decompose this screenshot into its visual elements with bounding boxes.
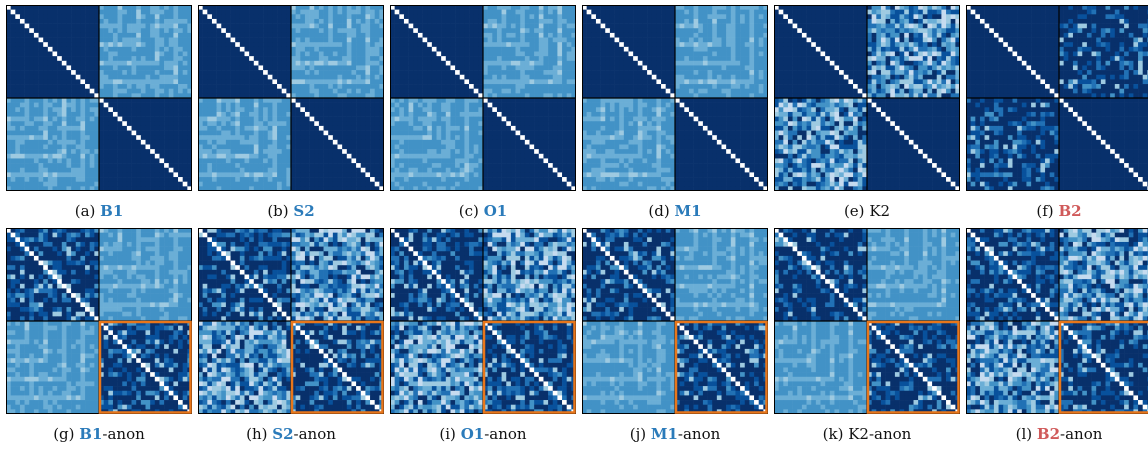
similarity-matrix <box>198 5 384 191</box>
panel-caption: (i) O1-anon <box>390 425 576 443</box>
caption-tag: S2 <box>293 202 315 220</box>
matrix-panel <box>390 5 576 191</box>
matrix-panel <box>582 228 768 414</box>
caption-letter: (i) <box>439 425 456 443</box>
matrix-panel <box>390 228 576 414</box>
caption-suffix: -anon <box>293 425 336 443</box>
highlight-box <box>866 320 960 414</box>
caption-tag: B2 <box>1036 425 1061 443</box>
similarity-matrix <box>966 5 1148 191</box>
panel-caption: (a) B1 <box>6 202 192 220</box>
panel-caption: (k) K2-anon <box>774 425 960 443</box>
similarity-matrix <box>6 228 192 414</box>
caption-letter: (g) <box>53 425 75 443</box>
matrix-panel <box>966 5 1148 191</box>
matrix-panel <box>198 5 384 191</box>
panel-caption: (e) K2 <box>774 202 960 220</box>
caption-suffix: -anon <box>1060 425 1103 443</box>
caption-letter: (d) <box>648 202 670 220</box>
matrix-panel <box>582 5 768 191</box>
similarity-matrix <box>390 228 576 414</box>
caption-letter: (f) <box>1036 202 1054 220</box>
caption-letter: (e) <box>843 202 865 220</box>
panel-caption: (c) O1 <box>390 202 576 220</box>
caption-letter: (a) <box>74 202 96 220</box>
matrix-panel <box>6 228 192 414</box>
caption-letter: (h) <box>246 425 268 443</box>
panel-caption: (j) M1-anon <box>582 425 768 443</box>
panel-caption: (f) B2 <box>966 202 1148 220</box>
caption-tag: K2 <box>848 425 869 443</box>
similarity-matrix <box>6 5 192 191</box>
caption-tag: O1 <box>460 425 485 443</box>
panel-caption: (h) S2-anon <box>198 425 384 443</box>
caption-tag: O1 <box>483 202 508 220</box>
similarity-matrix <box>774 5 960 191</box>
matrix-panel <box>774 228 960 414</box>
caption-tag: B1 <box>79 425 103 443</box>
caption-tag: M1 <box>674 202 702 220</box>
matrix-panel <box>774 5 960 191</box>
similarity-matrix <box>582 5 768 191</box>
highlight-box <box>290 320 384 414</box>
caption-suffix: -anon <box>484 425 527 443</box>
caption-suffix: -anon <box>677 425 721 443</box>
similarity-matrix <box>774 228 960 414</box>
caption-suffix: -anon <box>102 425 145 443</box>
panel-caption: (b) S2 <box>198 202 384 220</box>
caption-letter: (c) <box>458 202 479 220</box>
caption-letter: (b) <box>267 202 289 220</box>
caption-suffix: -anon <box>868 425 912 443</box>
caption-tag: M1 <box>650 425 678 443</box>
caption-letter: (j) <box>629 425 647 443</box>
highlight-box <box>674 320 768 414</box>
highlight-box <box>98 320 192 414</box>
highlight-box <box>1058 320 1148 414</box>
similarity-matrix <box>966 228 1148 414</box>
similarity-matrix <box>582 228 768 414</box>
matrix-panel <box>6 5 192 191</box>
caption-tag: K2 <box>869 202 891 220</box>
panel-caption: (l) B2-anon <box>966 425 1148 443</box>
caption-letter: (k) <box>822 425 844 443</box>
caption-letter: (l) <box>1015 425 1033 443</box>
panel-caption: (g) B1-anon <box>6 425 192 443</box>
highlight-box <box>482 320 576 414</box>
caption-tag: S2 <box>272 425 294 443</box>
panel-caption: (d) M1 <box>582 202 768 220</box>
similarity-matrix <box>198 228 384 414</box>
caption-tag: B1 <box>100 202 124 220</box>
similarity-matrix <box>390 5 576 191</box>
matrix-panel <box>966 228 1148 414</box>
matrix-panel <box>198 228 384 414</box>
caption-tag: B2 <box>1058 202 1082 220</box>
